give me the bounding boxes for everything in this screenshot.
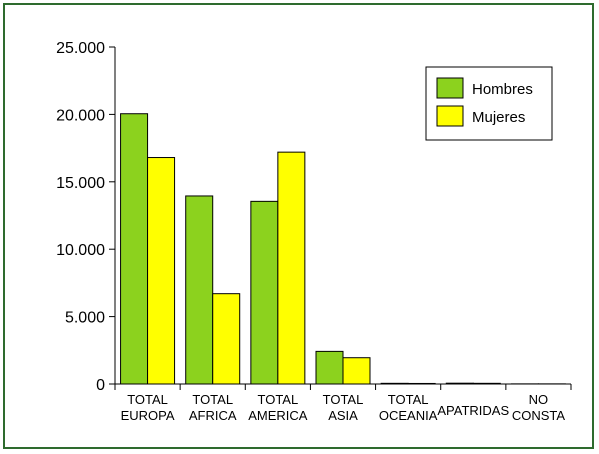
- x-category-label: NO: [529, 392, 549, 407]
- x-category-label: EUROPA: [121, 408, 175, 423]
- bar-mujeres: [147, 157, 176, 385]
- bar-mujeres: [342, 357, 371, 385]
- y-tick-label: 5.000: [65, 310, 105, 327]
- legend-label: Mujeres: [472, 109, 525, 126]
- chart-bars: [120, 113, 566, 385]
- y-tick-label: 20.000: [56, 107, 105, 124]
- x-category-label: AMERICA: [248, 408, 308, 423]
- bar-hombres: [185, 195, 214, 385]
- x-category-label: TOTAL: [258, 392, 299, 407]
- bar-mujeres: [407, 382, 436, 385]
- bar-hombres: [315, 350, 344, 385]
- x-category-label: APATRIDAS: [437, 403, 509, 418]
- x-category-label: CONSTA: [512, 408, 566, 423]
- bar-mujeres: [472, 382, 501, 385]
- bar-hombres: [250, 200, 279, 385]
- y-tick-label: 10.000: [56, 242, 105, 259]
- y-tick-label: 0: [96, 377, 105, 394]
- x-category-label: ASIA: [328, 408, 358, 423]
- x-category-labels: TOTALEUROPATOTALAFRICATOTALAMERICATOTALA…: [121, 392, 566, 423]
- bar-mujeres: [212, 293, 241, 385]
- x-category-label: TOTAL: [388, 392, 429, 407]
- x-category-label: TOTAL: [323, 392, 364, 407]
- legend-swatch: [436, 77, 464, 99]
- x-category-label: AFRICA: [189, 408, 237, 423]
- bar-hombres: [120, 113, 149, 385]
- legend: Hombres Mujeres: [425, 66, 553, 141]
- legend-label: Hombres: [472, 81, 533, 98]
- bar-hombres: [380, 382, 409, 385]
- x-category-label: TOTAL: [127, 392, 168, 407]
- x-category-label: OCEANIA: [379, 408, 438, 423]
- bar-mujeres: [277, 151, 306, 385]
- bar-hombres: [445, 382, 474, 385]
- x-category-label: TOTAL: [192, 392, 233, 407]
- legend-swatch: [436, 105, 464, 127]
- y-tick-label: 25.000: [56, 40, 105, 57]
- y-tick-label: 15.000: [56, 175, 105, 192]
- y-tick-labels: 0 5.000 10.000 15.000 20.000 25.000: [56, 40, 105, 394]
